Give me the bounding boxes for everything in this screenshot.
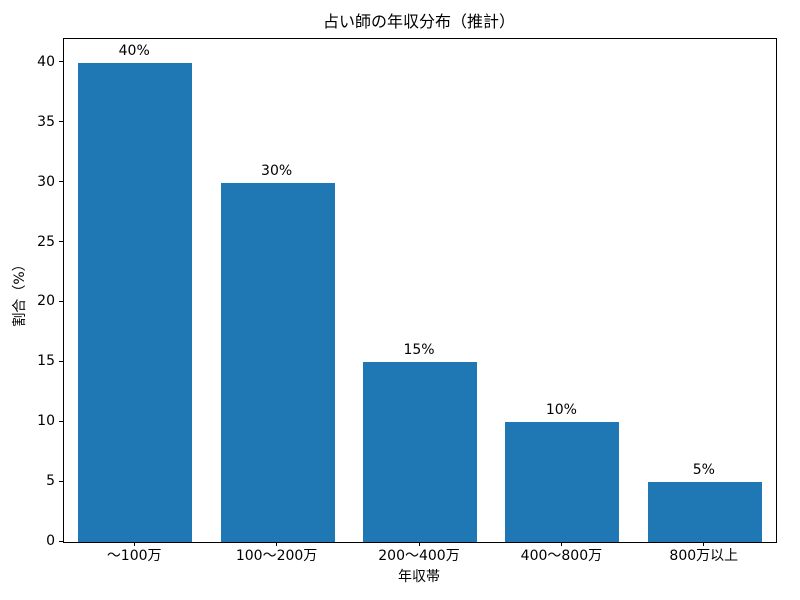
y-tick-mark — [59, 61, 63, 63]
x-tick-mark — [133, 542, 135, 546]
y-tick-label: 5 — [46, 473, 55, 490]
y-tick-label: 15 — [37, 353, 55, 370]
chart-title: 占い師の年収分布（推計） — [322, 12, 515, 31]
x-tick-mark — [418, 542, 420, 546]
y-tick-label: 40 — [37, 53, 55, 70]
x-tick-label: ～100万 — [106, 548, 162, 564]
bar — [647, 482, 762, 542]
x-tick-label: 400～800万 — [520, 548, 603, 564]
y-tick-mark — [59, 300, 63, 302]
bar-value-label: 5% — [692, 462, 715, 479]
y-tick-mark — [59, 241, 63, 243]
bar-value-label: 30% — [261, 162, 293, 179]
y-tick-label: 0 — [46, 533, 55, 549]
x-tick-mark — [276, 542, 278, 546]
x-axis-label: 年収帯 — [398, 569, 440, 585]
y-tick-mark — [59, 480, 63, 482]
bar-value-label: 10% — [545, 402, 577, 419]
y-tick-label: 30 — [37, 173, 55, 190]
x-tick-label: 200～400万 — [378, 548, 460, 564]
y-axis-label: 割合（%） — [12, 257, 28, 327]
x-tick-mark — [703, 542, 705, 546]
x-tick-label: 800万以上 — [669, 548, 739, 564]
bar-value-label: 15% — [403, 342, 435, 359]
y-tick-label: 25 — [37, 233, 55, 250]
plot-area — [63, 38, 777, 543]
y-tick-mark — [59, 360, 63, 362]
y-tick-mark — [59, 181, 63, 183]
bar — [220, 182, 335, 542]
y-tick-label: 20 — [37, 293, 55, 310]
bar — [363, 362, 477, 542]
x-tick-mark — [560, 542, 562, 546]
bar — [78, 62, 193, 542]
bar-value-label: 40% — [118, 42, 150, 59]
y-tick-mark — [59, 121, 63, 123]
y-tick-mark — [59, 540, 63, 542]
y-tick-mark — [59, 420, 63, 422]
bar — [505, 422, 620, 542]
y-tick-label: 35 — [37, 113, 55, 130]
y-tick-label: 10 — [37, 413, 55, 430]
x-tick-label: 100～200万 — [235, 548, 318, 564]
